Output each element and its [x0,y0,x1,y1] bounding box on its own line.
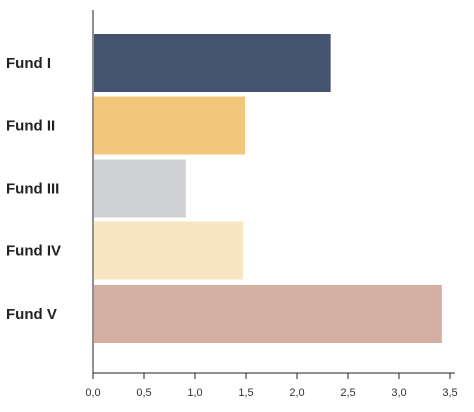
x-tick-label: 0,5 [136,387,151,399]
bar-fund-ii [94,96,245,155]
x-tick-label: 1,5 [238,387,253,399]
bar-fund-v [94,285,442,343]
x-tick-label: 1,0 [187,387,202,399]
x-tick-label: 2,5 [340,387,355,399]
bars-group [94,34,442,343]
x-tick-label: 3,0 [391,387,406,399]
bar-fund-iii [94,159,186,218]
category-label: Fund II [6,118,55,135]
category-labels: Fund I Fund II Fund III Fund IV Fund V [6,55,61,323]
category-label: Fund V [6,306,57,323]
category-label: Fund IV [6,243,61,260]
bar-fund-i [94,34,331,92]
category-label: Fund III [6,181,59,198]
category-label: Fund I [6,55,51,72]
x-tick-label: 3,5 [442,387,457,399]
x-tick-label: 0,0 [85,387,100,399]
x-tick-label: 2,0 [289,387,304,399]
x-ticks: 0,0 0,5 1,0 1,5 2,0 2,5 3,0 3,5 [85,373,458,399]
bar-fund-iv [94,221,243,280]
